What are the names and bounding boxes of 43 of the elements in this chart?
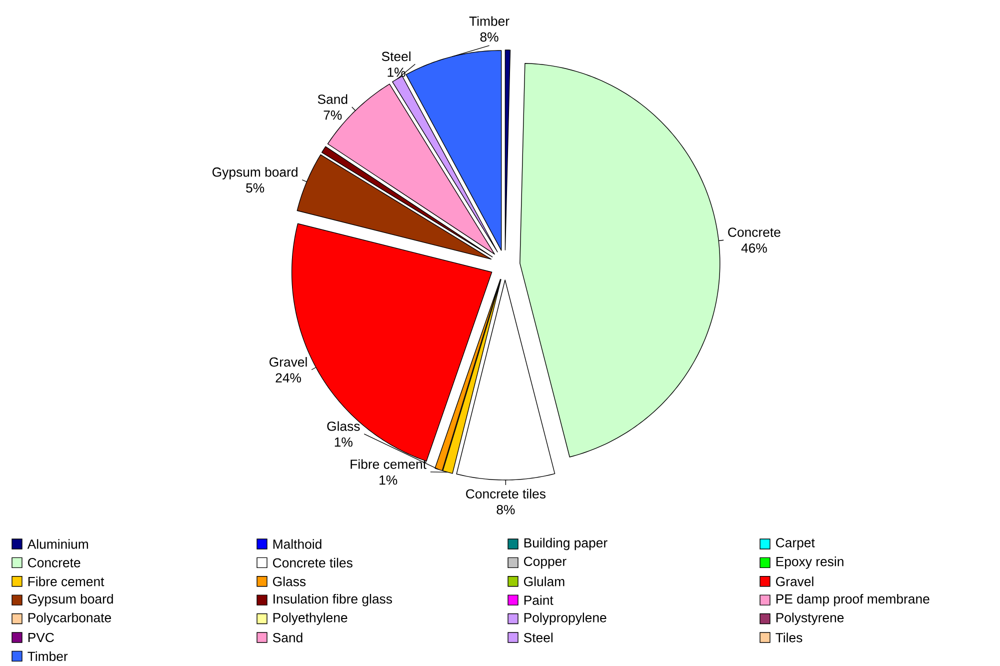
- legend-label: Epoxy resin: [776, 556, 844, 569]
- data-label: 1%: [380, 475, 398, 485]
- legend-label: Concrete tiles: [273, 558, 352, 568]
- legend-label: Polystyrene: [776, 612, 844, 625]
- slice-label: Timber: [469, 16, 510, 26]
- legend-label: Polypropylene: [524, 612, 606, 625]
- legend-label: Tiles: [776, 632, 802, 642]
- legend-label: Concrete: [28, 558, 80, 568]
- data-label: 8%: [496, 505, 515, 514]
- legend-label: Polyethylene: [273, 612, 348, 625]
- legend-label: Glass: [273, 576, 306, 586]
- legend-label: Aluminium: [27, 539, 88, 549]
- legend-label: Gravel: [776, 576, 814, 586]
- legend-label: PVC: [28, 632, 54, 642]
- slice-label: Sand: [318, 94, 348, 104]
- slice-label: Concrete: [728, 228, 780, 237]
- legend-label: Timber: [28, 651, 68, 662]
- slice-label: Steel: [382, 51, 410, 62]
- legend-label: Steel: [524, 632, 553, 642]
- legend-label: Carpet: [776, 538, 815, 550]
- legend-label: Glulam: [524, 576, 564, 586]
- data-label: 5%: [246, 183, 264, 193]
- legend-label: Malthoid: [273, 539, 322, 549]
- legend-label: Copper: [524, 556, 566, 569]
- slice-label: Gypsum board: [212, 167, 298, 180]
- slice-label: Concrete tiles: [466, 488, 546, 499]
- legend-label: Insulation fibre glass: [274, 594, 392, 606]
- data-label: 1%: [388, 68, 406, 77]
- data-label: 1%: [334, 437, 352, 447]
- legend-label: Fibre cement: [28, 576, 104, 586]
- slice-label: Gravel: [270, 357, 307, 367]
- legend-label: Building paper: [524, 538, 608, 550]
- legend-label: Gypsum board: [28, 594, 113, 606]
- legend-label: PE damp proof membrane: [776, 594, 930, 606]
- data-label: 8%: [480, 32, 498, 42]
- legend-label: Sand: [272, 632, 302, 642]
- legend-label: Polycarbonate: [28, 612, 112, 625]
- legend-label: Paint: [524, 595, 554, 605]
- data-label: 46%: [741, 243, 767, 253]
- slice-label: Glass: [327, 421, 360, 431]
- data-label: 24%: [276, 373, 301, 382]
- data-label: 7%: [324, 110, 342, 120]
- slice-label: Fibre cement: [350, 459, 426, 469]
